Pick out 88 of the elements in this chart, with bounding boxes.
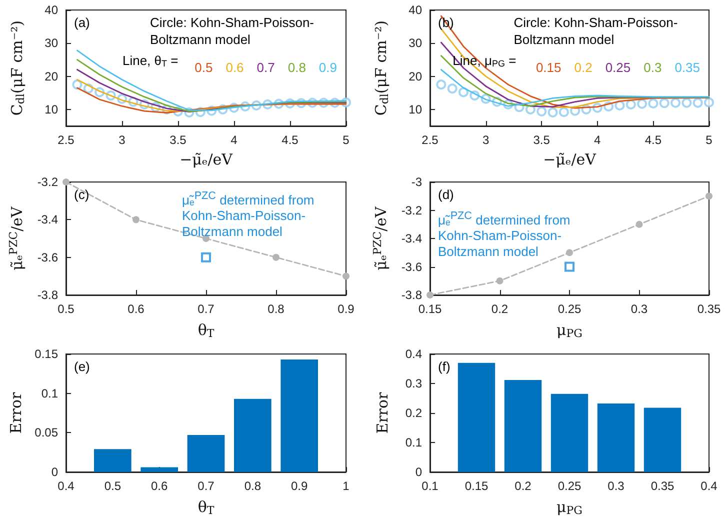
annotation: Circle: Kohn-Sham-Poisson-Boltzmann model	[514, 15, 678, 47]
x-tick-label: 1	[342, 479, 350, 493]
text: 0.2	[574, 60, 592, 75]
y-tick-label: 40	[408, 3, 422, 17]
y-tick-label: 0.15	[34, 347, 58, 361]
y-tick-label: 0.05	[34, 426, 58, 440]
y-tick-label: -3.2	[401, 203, 422, 218]
text: 0.6	[226, 60, 244, 75]
text: 0.8	[288, 60, 306, 75]
series-label: 0.35	[674, 60, 700, 75]
x-tick-label: 0.35	[697, 302, 721, 316]
x-tick-label: 0.8	[244, 479, 262, 493]
annotation: (e)	[74, 359, 90, 374]
y-tick-label: -3.4	[37, 212, 58, 227]
x-tick-label: 3.5	[170, 133, 187, 147]
y-tick-label: -3	[411, 175, 422, 189]
x-tick-label: 2.5	[422, 133, 439, 147]
x-tick-label: 0.8	[268, 302, 285, 316]
x-tick-label: 0.9	[290, 479, 308, 493]
x-tick-label: 2.5	[58, 133, 75, 147]
x-tick-label: 4	[594, 133, 602, 147]
y-tick-label: 0.4	[405, 347, 422, 361]
x-tick-label: 0.9	[338, 302, 355, 316]
y-tick-label: -3.6	[37, 250, 58, 264]
x-tick-label: 0.7	[198, 302, 215, 316]
annotation: (f)	[438, 359, 450, 374]
x-tick-label: 0.3	[608, 479, 625, 493]
x-tick-label: 0.7	[198, 479, 215, 493]
y-tick-label: 40	[44, 3, 58, 17]
series-label: 0.9	[318, 60, 338, 75]
y-tick-label: 20	[408, 69, 422, 84]
x-tick-label: 0.5	[58, 302, 75, 316]
y-tick-label: -3.2	[37, 175, 58, 189]
y-tick-label: 0.1	[405, 436, 422, 450]
y-tick-label: 10	[408, 102, 422, 116]
x-axis-title: −μ̃ₑ/eV	[180, 150, 234, 168]
y-tick-label: 30	[408, 36, 422, 50]
series-label: μ̃ₑ$^{PZC}$ determined from Kohn-Sham-Poisson-Boltzmann model	[182, 189, 316, 240]
x-tick-label: 5	[342, 133, 350, 147]
y-axis-title: Error	[7, 391, 26, 434]
x-tick-label: 0.35	[650, 479, 674, 493]
y-tick-label: 30	[44, 36, 58, 50]
y-tick-label: -3.8	[37, 288, 58, 302]
y-axis-title: Cdl(μF cm⁻²)	[372, 20, 391, 116]
y-tick-label: -3.4	[401, 232, 422, 246]
x-tick-label: 0.2	[491, 302, 508, 316]
x-tick-label: 0.25	[558, 479, 582, 493]
series-label: μ̃ₑ$^{PZC}$ determined from Kohn-Sham-Poisson-Boltzmann model	[438, 209, 572, 260]
x-tick-label: 4.5	[644, 133, 662, 147]
y-tick-label: 20	[44, 69, 58, 84]
x-tick-label: 0.6	[150, 479, 168, 493]
series-label: 0.25	[605, 60, 631, 75]
annotation: Circle: Kohn-Sham-Poisson-Boltzmann model	[150, 15, 314, 47]
x-tick-label: 0.6	[128, 302, 145, 316]
y-tick-label: 0	[415, 465, 422, 479]
x-tick-label: 5	[706, 133, 713, 147]
x-tick-label: 4	[230, 133, 238, 147]
y-tick-label: 10	[44, 102, 58, 116]
x-tick-label: 0.3	[630, 302, 648, 316]
series-label: 0.15	[536, 60, 562, 75]
x-tick-label: 0.5	[104, 479, 122, 493]
y-tick-label: 0.2	[405, 406, 422, 420]
annotation: (c)	[74, 187, 90, 202]
x-tick-label: 0.1	[422, 479, 439, 493]
x-axis-title: −μ̃ₑ/eV	[543, 150, 598, 168]
text: 0.5	[194, 60, 213, 75]
y-axis-title: Error	[374, 391, 392, 434]
x-tick-label: 0.4	[700, 479, 718, 493]
x-tick-label: 0.15	[464, 479, 488, 493]
y-tick-label: 0.3	[405, 376, 422, 390]
y-axis-title: μ̃ₑPZC/eV	[7, 205, 26, 270]
text: 0.7	[256, 60, 275, 75]
x-tick-label: 0.2	[514, 479, 532, 493]
y-tick-label: -3.8	[401, 288, 422, 302]
x-tick-label: 0.25	[558, 302, 582, 316]
y-axis-title: Cdl(μF cm⁻²)	[8, 20, 27, 116]
y-tick-label: 0.1	[41, 386, 58, 400]
x-tick-label: 4.5	[282, 133, 299, 147]
x-tick-label: 3	[482, 133, 490, 147]
y-tick-label: 0	[51, 465, 58, 479]
y-axis-title: μ̃ₑPZC/eV	[371, 205, 390, 270]
x-tick-label: 3	[118, 133, 126, 147]
x-tick-label: 3.5	[533, 133, 550, 147]
x-tick-label: 0.4	[58, 479, 75, 493]
annotation: (d)	[438, 187, 454, 202]
series-label: 0.3	[644, 60, 662, 75]
annotation: (a)	[74, 15, 90, 30]
y-tick-label: -3.6	[401, 260, 422, 274]
